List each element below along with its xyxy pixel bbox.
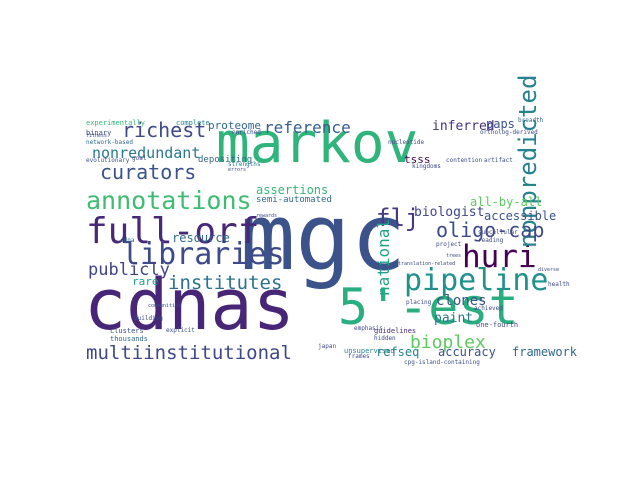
word-semi-automated: semi-automated [256,195,332,205]
word-inferred: inferred [432,119,495,134]
word-paint: paint [434,311,474,326]
word-translation-related: translation-related [398,261,456,267]
word-reference: reference [264,118,351,137]
word-guidelines: guidelines [374,327,417,335]
word-biologist: biologist [414,205,485,220]
word-clones: clones [436,293,487,309]
word-clusters: clusters [110,327,144,335]
word-huri: huri [462,239,537,275]
word-richest: richest [122,118,207,142]
word-nonredundant: nonredundant [92,144,201,162]
word-fitness: fitness [86,133,108,139]
word-communities: communities [148,303,182,309]
word-project: project [436,241,462,248]
word-rewards: rewards [256,213,278,219]
word-mgc: mgc [240,184,407,291]
word-flj: flj [376,204,420,232]
word-tsss: tsss [404,153,431,166]
word-binary: binary [86,129,112,137]
word-breadth: breadth [518,117,544,124]
word-curators: curators [100,160,197,184]
word-accuracy: accuracy [438,345,496,359]
word-reading: reading [478,237,504,244]
word-paps: paps [486,117,515,131]
word-nucleotide: nucleotide [388,139,425,146]
word-subcellular: subcellular [478,229,518,236]
word-explicit: explicit [166,327,195,334]
word-network-based: network-based [86,139,133,146]
word-libraries: libraries [122,237,285,272]
word-unsupervised: unsupervised [344,347,395,355]
word-cdna: cdna [120,237,135,244]
word-experimentally: experimentally [86,119,146,127]
word-frames: frames [348,353,370,360]
word-trees: trees [446,253,462,259]
word-one-fourth: one-fourth [476,321,519,329]
word-national: national [374,218,393,296]
word-strengths: strengths [228,161,261,168]
word-multiinstitutional: multiinstitutional [86,342,292,364]
word-framework: framework [512,345,578,359]
word-resource: resource [172,231,230,245]
word-assertions: assertions [256,183,329,197]
word-institutes: institutes [168,272,283,294]
word-accessible: accessible [484,209,557,223]
word-cdnas: cdnas [84,264,295,346]
word-goal: goal [132,155,147,162]
word-emphasis: emphasis [354,325,383,332]
word-refseq: refseq [376,345,420,359]
word-bioplex: bioplex [410,332,486,353]
word-kingdoms: kingdoms [412,163,441,170]
word-publicly: publicly [88,260,170,280]
word-placing: placing [406,299,432,306]
word-achieved: achieved [474,305,503,312]
word-cpg-island-containing: cpg-island-containing [404,359,480,366]
word-hidden: hidden [374,335,396,342]
word-evolutionary: evolutionary [86,157,130,164]
word-all-by-all: all-by-all [470,195,543,209]
word-pipeline: pipeline [404,263,549,298]
word-5-est: 5'-est [338,278,519,336]
word-building: building [134,315,163,322]
word-proteome: proteome [208,119,261,132]
word-diverse: diverse [538,267,560,273]
word-depositing: depositing [198,155,253,165]
word-rare: rare [132,275,159,288]
word-japan: japan [318,343,337,350]
word-thousands: thousands [110,335,148,343]
word-errors: errors [228,167,247,173]
word-oligo-cap: oligo-cap [436,218,545,242]
word-artifact: artifact [484,157,513,164]
word-full-orf: full-orf [86,211,260,252]
word-markov: markov [216,111,419,176]
word-annotations: annotations [86,186,252,215]
word-complete: complete [176,119,210,127]
word-ortholog-derived: ortholog-derived [480,129,538,136]
word-enriched: enriched [232,129,261,136]
word-contention: contention [446,157,483,164]
word-health: health [548,281,570,288]
